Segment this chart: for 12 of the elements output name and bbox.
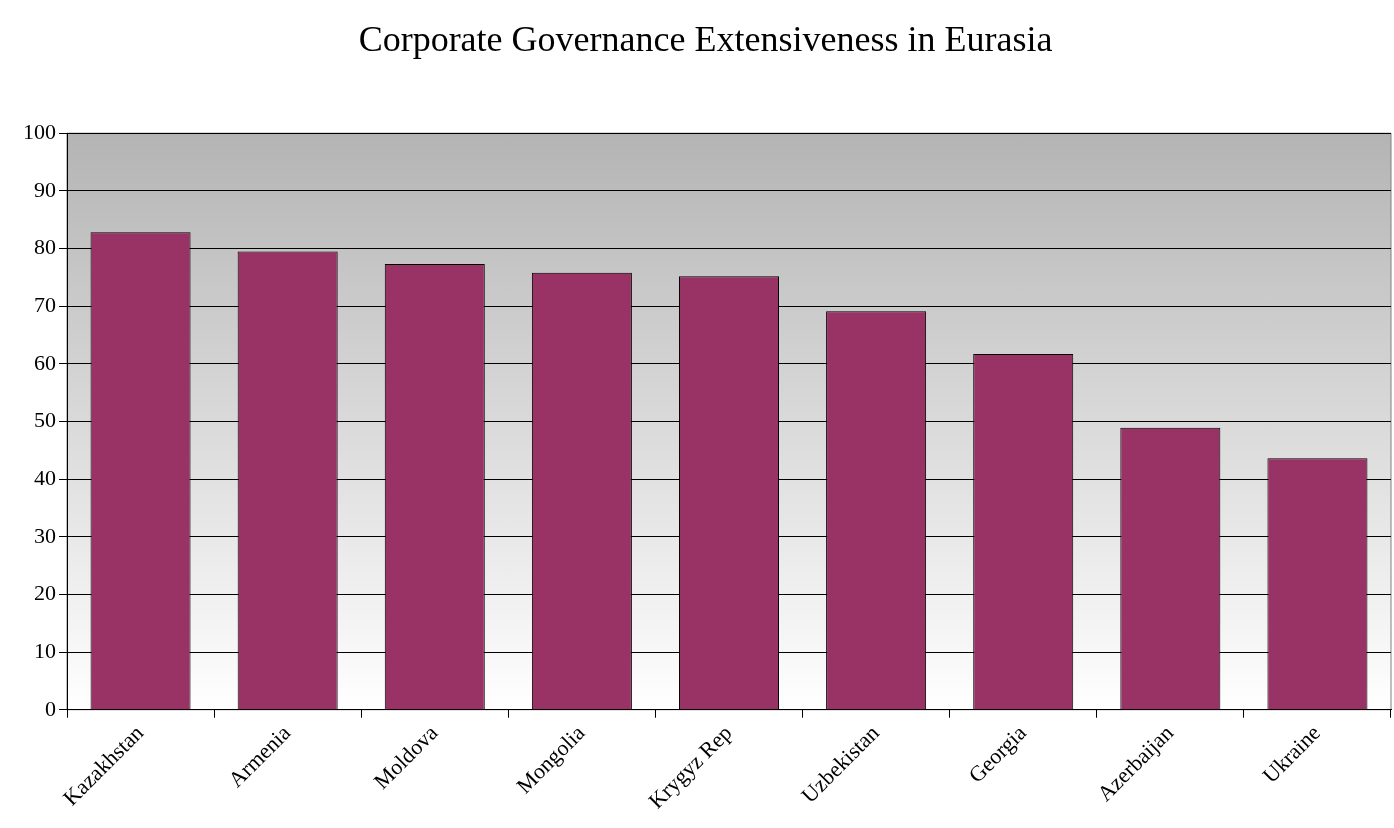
y-tick-label: 80 xyxy=(34,234,56,260)
y-tick-label: 90 xyxy=(34,176,56,202)
y-tick-label: 50 xyxy=(34,407,56,433)
y-tick-label: 100 xyxy=(23,118,56,144)
y-tick-label: 60 xyxy=(34,349,56,375)
y-tick-label: 70 xyxy=(34,291,56,317)
y-tick-label: 40 xyxy=(34,464,56,490)
y-tick-label: 10 xyxy=(34,637,56,663)
y-tick-label: 30 xyxy=(34,522,56,548)
y-tick-label: 20 xyxy=(34,580,56,606)
chart-title: Corporate Governance Extensiveness in Eurasia xyxy=(358,19,1053,60)
y-tick-label: 0 xyxy=(45,695,56,721)
